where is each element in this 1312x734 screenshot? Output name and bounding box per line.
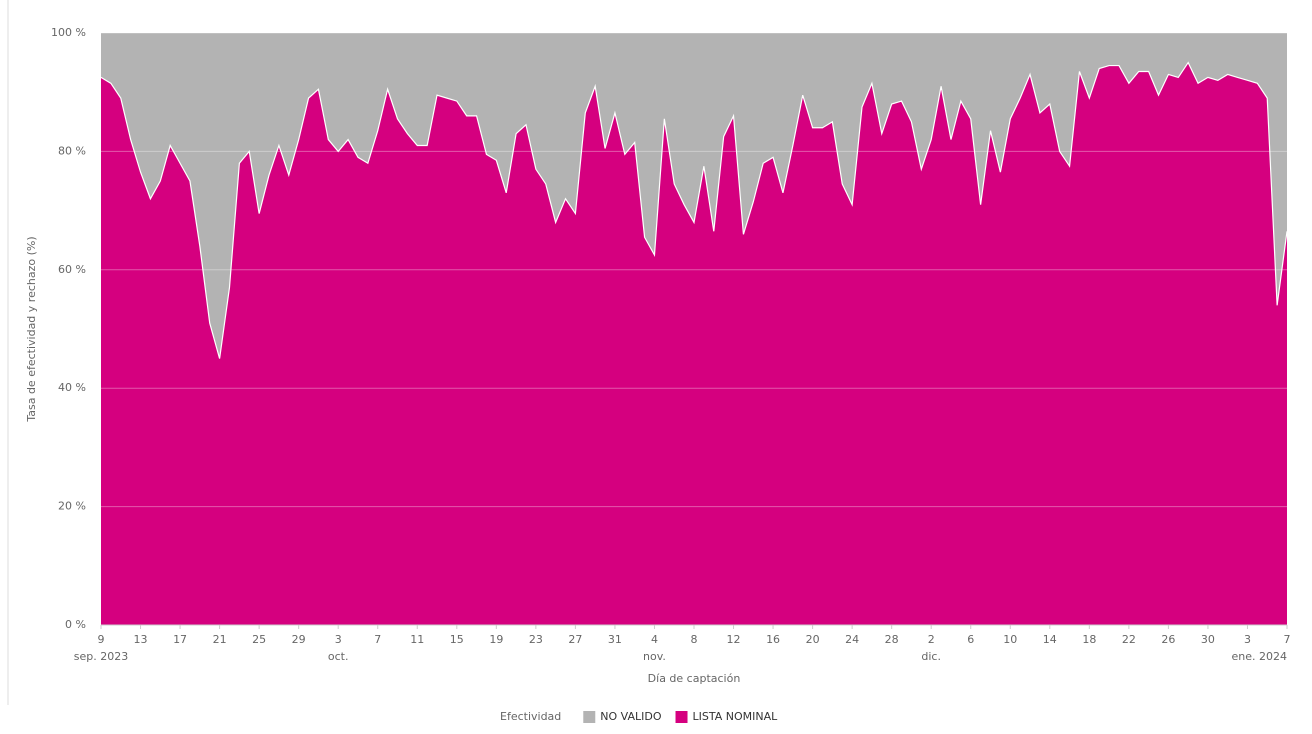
x-tick-label: 19 [489, 633, 503, 646]
x-tick-label: 2 [928, 633, 935, 646]
x-tick-sublabel: dic. [921, 650, 941, 663]
y-tick-label: 100 % [51, 26, 86, 39]
x-tick-label: 15 [450, 633, 464, 646]
x-axis-label: Día de captación [648, 672, 741, 685]
x-tick-label: 28 [885, 633, 899, 646]
y-tick-label: 60 % [58, 263, 86, 276]
x-tick-sublabel: ene. 2024 [1232, 650, 1288, 663]
x-tick-label: 16 [766, 633, 780, 646]
area [101, 62, 1287, 626]
y-tick-label: 20 % [58, 500, 86, 513]
x-tick-label: 7 [374, 633, 381, 646]
x-tick-label: 21 [213, 633, 227, 646]
x-tick-label: 12 [727, 633, 741, 646]
x-tick-label: 22 [1122, 633, 1136, 646]
legend-swatch [583, 711, 596, 723]
x-tick-label: 4 [651, 633, 658, 646]
x-tick-label: 18 [1082, 633, 1096, 646]
x-tick-label: 10 [1003, 633, 1017, 646]
y-axis-label: Tasa de efectividad y rechazo (%) [25, 236, 38, 422]
y-tick-label: 0 % [65, 618, 86, 631]
x-tick-label: 29 [292, 633, 306, 646]
area [101, 33, 1287, 359]
x-tick-label: 17 [173, 633, 187, 646]
x-tick-label: 3 [1244, 633, 1251, 646]
x-tick-label: 26 [1161, 633, 1175, 646]
x-tick-label: 9 [98, 633, 105, 646]
y-tick-label: 80 % [58, 144, 86, 157]
x-tick-label: 3 [335, 633, 342, 646]
x-tick-label: 27 [568, 633, 582, 646]
x-tick-label: 11 [410, 633, 424, 646]
x-tick-label: 14 [1043, 633, 1057, 646]
x-tick-label: 30 [1201, 633, 1215, 646]
legend-label: LISTA NOMINAL [693, 710, 779, 723]
x-tick-sublabel: sep. 2023 [74, 650, 128, 663]
x-tick-label: 7 [1284, 633, 1291, 646]
x-tick-label: 25 [252, 633, 266, 646]
x-tick-sublabel: nov. [643, 650, 666, 663]
x-tick-label: 24 [845, 633, 859, 646]
x-tick-label: 13 [134, 633, 148, 646]
x-tick-label: 8 [691, 633, 698, 646]
x-tick-label: 31 [608, 633, 622, 646]
y-tick-label: 40 % [58, 381, 86, 394]
legend-title: Efectividad [500, 710, 561, 723]
legend-label: NO VALIDO [600, 710, 662, 723]
x-tick-label: 6 [967, 633, 974, 646]
boundary-line [100, 61, 1288, 359]
x-tick-sublabel: oct. [328, 650, 349, 663]
x-tick-label: 23 [529, 633, 543, 646]
legend-swatch [675, 711, 688, 723]
x-tick-label: 20 [806, 633, 820, 646]
